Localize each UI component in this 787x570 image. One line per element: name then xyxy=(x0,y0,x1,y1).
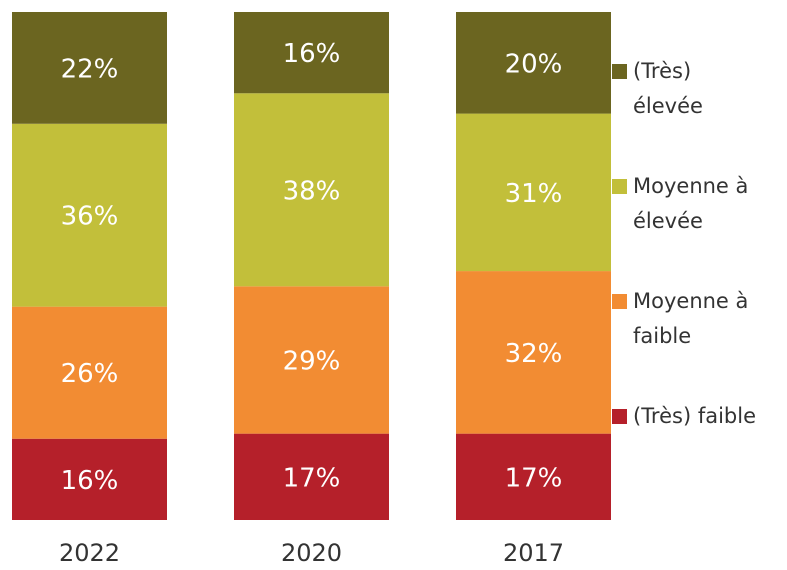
bar-segment xyxy=(234,286,389,434)
value-label: 17% xyxy=(283,463,341,493)
legend-label: (Très) faible xyxy=(633,404,757,428)
value-label: 31% xyxy=(505,179,563,209)
bar-segment xyxy=(12,123,167,307)
bar-segment xyxy=(12,438,167,520)
bar-segment xyxy=(456,12,611,114)
legend-item: Moyenne à élevée xyxy=(612,169,772,239)
legend-item: (Très) faible xyxy=(612,399,772,434)
x-tick-label: 2022 xyxy=(59,539,120,567)
bar-segment xyxy=(456,433,611,520)
legend-swatch xyxy=(612,294,627,309)
value-label: 38% xyxy=(283,176,341,206)
value-label: 16% xyxy=(61,466,119,496)
bar-segment xyxy=(234,12,389,94)
value-label: 36% xyxy=(61,202,119,232)
legend-label: (Très) élevée xyxy=(633,59,703,118)
bar-segment xyxy=(456,113,611,272)
value-label: 29% xyxy=(283,346,341,376)
value-label: 20% xyxy=(505,49,563,79)
legend-swatch xyxy=(612,64,627,79)
legend-label: Moyenne à faible xyxy=(633,289,749,348)
value-label: 32% xyxy=(505,339,563,369)
legend-swatch xyxy=(612,409,627,424)
bar-segment xyxy=(456,271,611,434)
value-label: 22% xyxy=(61,54,119,84)
legend-item: (Très) élevée xyxy=(612,54,772,124)
x-tick-label: 2017 xyxy=(503,539,564,567)
value-label: 17% xyxy=(505,463,563,493)
x-tick-label: 2020 xyxy=(281,539,342,567)
bar-segment xyxy=(12,12,167,124)
value-label: 16% xyxy=(283,39,341,69)
legend-label: Moyenne à élevée xyxy=(633,174,749,233)
legend-item: Moyenne à faible xyxy=(612,284,772,354)
legend-swatch xyxy=(612,179,627,194)
bar-segment xyxy=(12,306,167,439)
value-label: 26% xyxy=(61,359,119,389)
bar-segment xyxy=(234,433,389,520)
bar-segment xyxy=(234,93,389,287)
